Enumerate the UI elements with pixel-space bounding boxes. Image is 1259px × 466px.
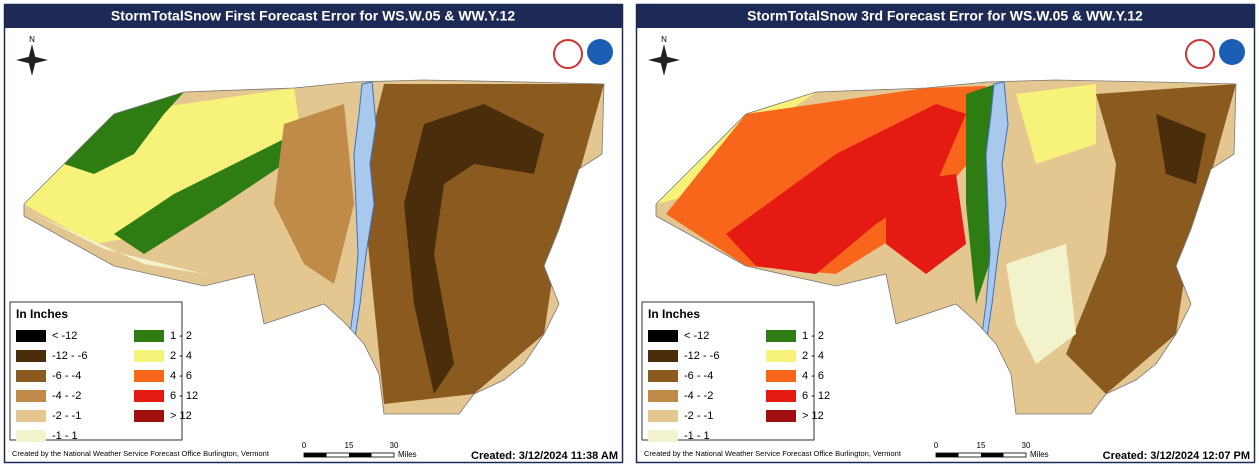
legend-swatch (648, 430, 678, 442)
logo (587, 39, 613, 65)
scale-bar (936, 453, 959, 457)
map-region (404, 104, 544, 394)
scale-label: 30 (390, 441, 399, 450)
legend-swatch (648, 410, 678, 422)
legend-label: 1 - 2 (802, 330, 824, 342)
legend-swatch (648, 350, 678, 362)
map-region (1006, 244, 1076, 364)
legend-swatch (766, 390, 796, 402)
legend-label: -2 - -1 (52, 410, 81, 422)
logo (553, 39, 583, 69)
legend-label: -4 - -2 (684, 390, 713, 402)
scale-label: 15 (977, 441, 986, 450)
scale-unit: Miles (398, 450, 417, 459)
north-arrow (16, 44, 48, 76)
legend-label: 2 - 4 (802, 350, 824, 362)
legend-label: -4 - -2 (52, 390, 81, 402)
credit: Created by the National Weather Service … (12, 449, 270, 458)
map-region (1016, 84, 1096, 164)
legend-swatch (134, 390, 164, 402)
legend-swatch (766, 330, 796, 342)
legend-title: In Inches (16, 307, 68, 321)
legend-swatch (648, 330, 678, 342)
legend-label: -12 - -6 (684, 350, 719, 362)
scale-unit: Miles (1030, 450, 1049, 459)
legend-title: In Inches (648, 307, 700, 321)
title-bar (636, 4, 1255, 28)
legend-swatch (16, 390, 46, 402)
map-region (64, 92, 184, 174)
panel-title: StormTotalSnow 3rd Forecast Error for WS… (747, 8, 1143, 24)
legend-swatch (134, 350, 164, 362)
created-date: Created: 3/12/2024 11:38 AM (471, 450, 618, 462)
created-date: Created: 3/12/2024 12:07 PM (1103, 450, 1250, 462)
legend-swatch (766, 350, 796, 362)
legend-label: -6 - -4 (52, 370, 81, 382)
legend-swatch (766, 370, 796, 382)
legend-label: < -12 (52, 330, 77, 342)
legend-label: -12 - -6 (52, 350, 87, 362)
map-region (886, 174, 966, 274)
scale-label: 30 (1022, 441, 1031, 450)
legend-label: 4 - 6 (170, 370, 192, 382)
legend-swatch (16, 430, 46, 442)
legend-swatch (16, 350, 46, 362)
legend-swatch (648, 390, 678, 402)
title-bar (4, 4, 623, 28)
logo (1219, 39, 1245, 65)
legend-label: 4 - 6 (802, 370, 824, 382)
legend-swatch (16, 330, 46, 342)
legend-label: -1 - 1 (684, 430, 710, 442)
legend-swatch (134, 330, 164, 342)
legend-label: < -12 (684, 330, 709, 342)
map-outline (23, 79, 605, 415)
scale-label: 15 (345, 441, 354, 450)
map-panel: StormTotalSnow 3rd Forecast Error for WS… (635, 3, 1256, 464)
map-region (1156, 114, 1206, 184)
legend-swatch (134, 370, 164, 382)
legend-label: -1 - 1 (52, 430, 78, 442)
legend-label: > 12 (802, 410, 824, 422)
north-label: N (661, 35, 667, 44)
credit: Created by the National Weather Service … (644, 449, 902, 458)
map-region (726, 104, 966, 274)
legend-swatch (648, 370, 678, 382)
legend-label: -2 - -1 (684, 410, 713, 422)
legend-label: 6 - 12 (170, 390, 198, 402)
scale-bar (981, 453, 1004, 457)
legend-label: 1 - 2 (170, 330, 192, 342)
logo (1185, 39, 1215, 69)
legend-label: 2 - 4 (170, 350, 192, 362)
scale-label: 0 (934, 441, 939, 450)
map-panel: StormTotalSnow First Forecast Error for … (3, 3, 624, 464)
map-region (274, 104, 354, 284)
scale-label: 0 (302, 441, 307, 450)
legend: In Inches < -12 -12 - -6 -6 - -4 -4 - -2 -2 -… (9, 301, 198, 442)
legend-label: > 12 (170, 410, 192, 422)
legend: In Inches < -12 -12 - -6 -6 - -4 -4 - -2 -2 -… (641, 301, 830, 442)
north-label: N (29, 35, 35, 44)
scale-bar (349, 453, 372, 457)
north-arrow (648, 44, 680, 76)
map-outline (655, 79, 1237, 415)
legend-swatch (16, 370, 46, 382)
legend-label: 6 - 12 (802, 390, 830, 402)
map-region (24, 88, 304, 244)
scale-bar (304, 453, 327, 457)
legend-swatch (134, 410, 164, 422)
legend-label: -6 - -4 (684, 370, 713, 382)
panel-title: StormTotalSnow First Forecast Error for … (111, 8, 515, 24)
legend-swatch (16, 410, 46, 422)
map-region (114, 134, 294, 254)
legend-swatch (766, 410, 796, 422)
